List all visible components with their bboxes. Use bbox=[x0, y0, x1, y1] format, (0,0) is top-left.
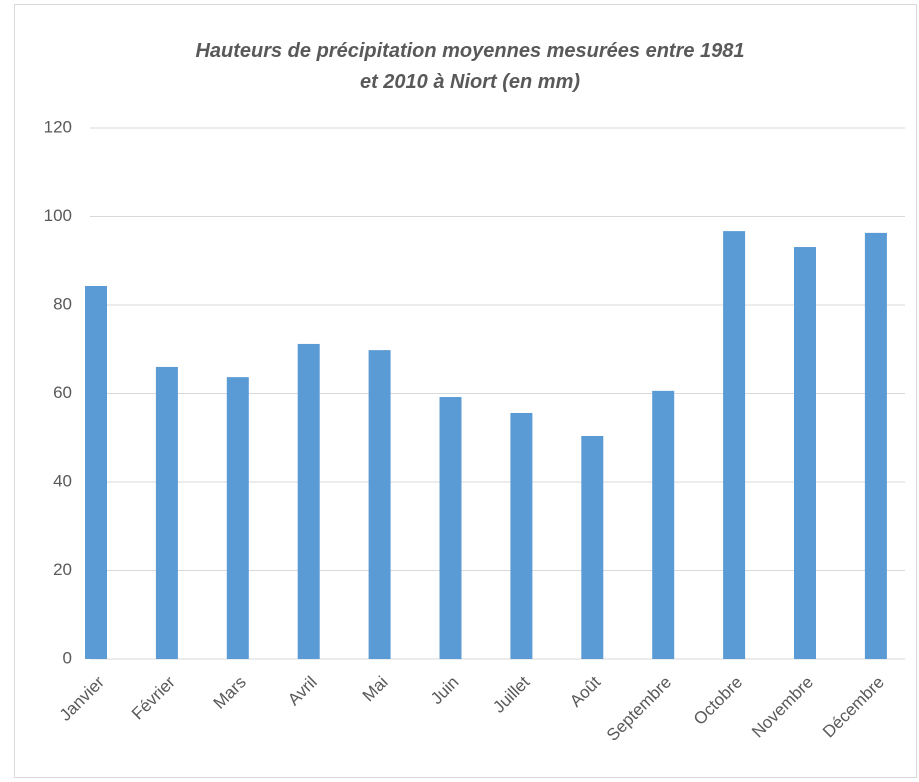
bar bbox=[723, 231, 746, 660]
bar bbox=[226, 377, 249, 659]
bar bbox=[864, 232, 887, 659]
y-tick-label: 100 bbox=[44, 206, 72, 225]
y-tick-label: 60 bbox=[53, 383, 72, 402]
chart-border bbox=[14, 4, 917, 778]
bar bbox=[155, 366, 178, 659]
bar bbox=[652, 390, 675, 659]
y-tick-label: 20 bbox=[53, 560, 72, 579]
bar bbox=[794, 247, 816, 659]
bar bbox=[368, 350, 391, 659]
chart-title: Hauteurs de précipitation moyennes mesur… bbox=[195, 40, 745, 93]
bar bbox=[581, 435, 604, 659]
bar bbox=[297, 343, 320, 659]
bar bbox=[510, 412, 533, 659]
y-tick-label: 0 bbox=[63, 648, 72, 667]
y-tick-label: 40 bbox=[53, 471, 72, 490]
bar bbox=[439, 397, 462, 659]
bar bbox=[85, 285, 107, 659]
y-tick-label: 120 bbox=[44, 117, 72, 136]
y-tick-label: 80 bbox=[53, 294, 72, 313]
